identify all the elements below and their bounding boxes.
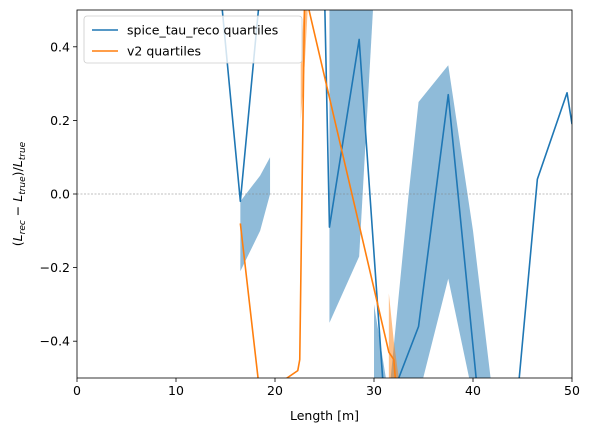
x-tick-label: 30 (366, 383, 382, 398)
legend-label-0: spice_tau_reco quartiles (127, 23, 278, 38)
legend-label-1: v2 quartiles (127, 44, 201, 59)
x-axis-label: Length [m] (290, 408, 359, 423)
series-lines (221, 10, 572, 378)
legend-box (83, 15, 303, 64)
x-tick-label: 50 (564, 383, 580, 398)
series-line-0 (221, 10, 572, 378)
y-tick-label: 0.0 (50, 187, 70, 202)
y-tick-label: 0.2 (50, 113, 70, 128)
series-line-1 (239, 10, 397, 378)
x-tick-label: 10 (168, 383, 184, 398)
quartile-band-0-0 (240, 157, 271, 272)
legend: spice_tau_reco quartiles v2 quartiles (83, 15, 303, 64)
y-tick-label: −0.4 (40, 334, 70, 349)
y-tick-label: 0.4 (50, 39, 70, 54)
y-tick-label: −0.2 (40, 260, 70, 275)
x-tick-label: 20 (267, 383, 283, 398)
x-axis-ticks: 0 10 20 30 40 50 (73, 378, 580, 398)
x-tick-label: 40 (465, 383, 481, 398)
y-axis-label: (Lrec − Ltrue)/Ltrue (10, 141, 28, 246)
x-tick-label: 0 (73, 383, 81, 398)
y-axis-ticks: −0.4 −0.2 0.0 0.2 0.4 (40, 39, 77, 349)
